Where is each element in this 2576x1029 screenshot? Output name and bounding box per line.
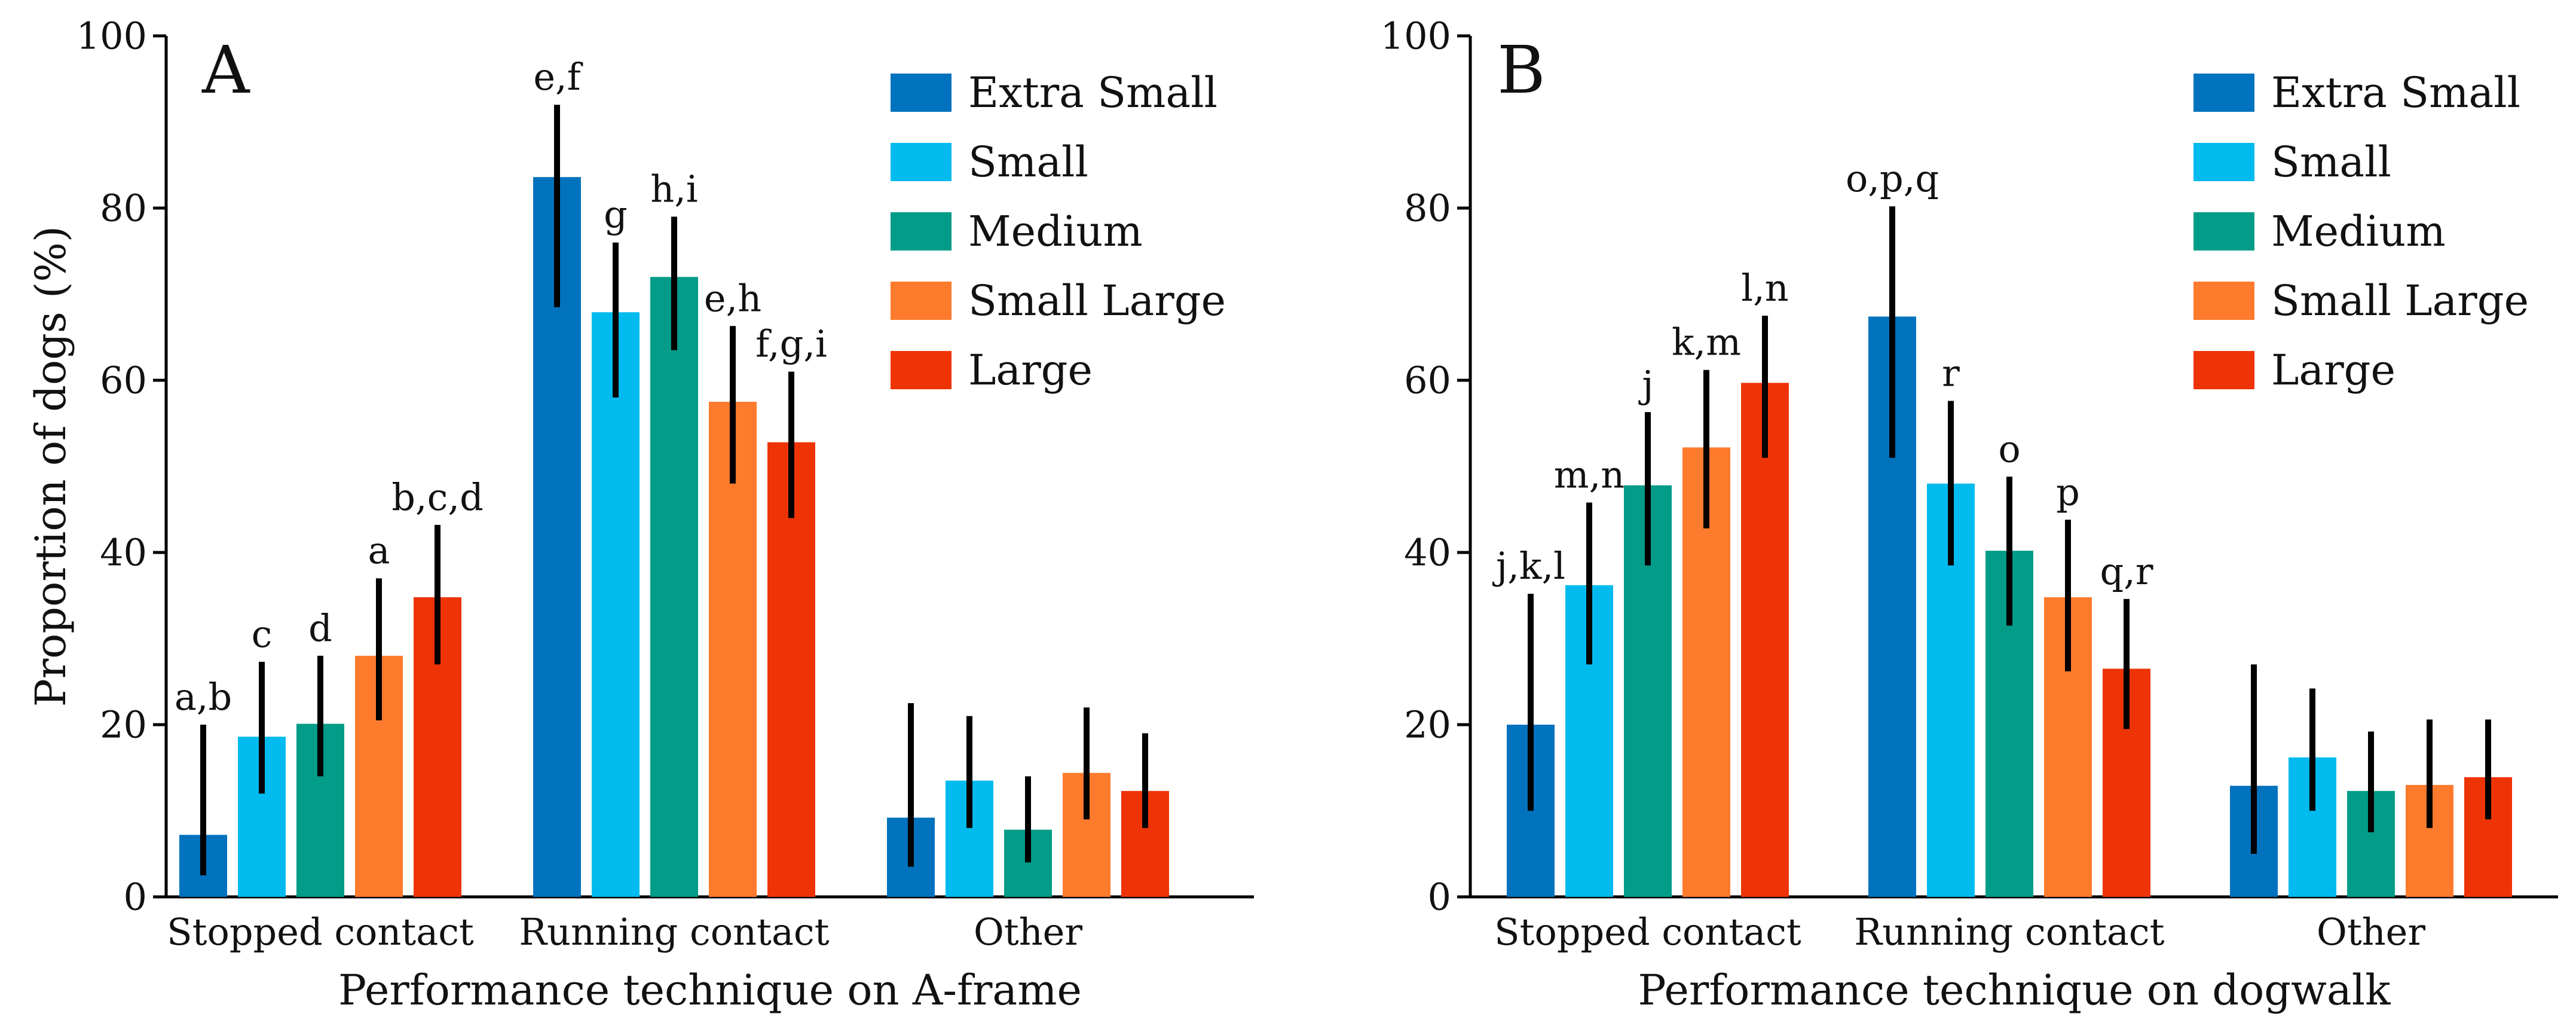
panel-a-bar-small-large-running-contact — [709, 402, 757, 897]
panel-b-legend-swatch-large — [2193, 351, 2254, 389]
panel-b-legend-label-small: Small — [2271, 138, 2391, 187]
panel-b-y-tick-label: 100 — [1381, 14, 1451, 58]
panel-a-legend-swatch-large — [891, 351, 952, 389]
panel-a-significance-label: e,f — [533, 55, 583, 99]
panel-b-significance-label: o — [1998, 427, 2020, 471]
panel-a-x-tick-label: Running contact — [519, 910, 829, 954]
panel-a-bar-medium-running-contact — [650, 277, 698, 897]
panel-b-legend-label-small-large: Small Large — [2271, 276, 2529, 325]
panel-a-legend-label-large: Large — [968, 346, 1093, 395]
panel-a-y-tick-label: 40 — [100, 531, 147, 575]
panel-b-x-tick-label: Running contact — [1854, 910, 2164, 954]
panel-b-x-tick-label: Stopped contact — [1494, 910, 1801, 954]
panel-b-letter: B — [1497, 32, 1546, 108]
panel-a-legend-swatch-medium — [891, 212, 952, 251]
panel-b-y-tick-label: 60 — [1404, 359, 1451, 402]
panel-b-significance-label: o,p,q — [1846, 157, 1939, 200]
panel-b-x-axis-title: Performance technique on dogwalk — [1638, 966, 2391, 1015]
panel-b-legend-label-large: Large — [2271, 346, 2396, 395]
panel-a-y-axis-title: Proportion of dogs (%) — [26, 226, 75, 707]
panel-b-significance-label: r — [1942, 352, 1960, 395]
panel-a-legend-label-small: Small — [968, 138, 1088, 187]
panel-b-chart: 0 20 40 60 80 100 j,k,l m,n j k,ml,n Stopped conta… — [1381, 14, 2558, 1015]
panel-b-legend-swatch-medium — [2193, 212, 2254, 251]
panel-a-significance-label: h,i — [650, 167, 697, 210]
panel-a-y-tick-label: 20 — [100, 703, 147, 747]
panel-b-significance-label: j,k,l — [1492, 544, 1565, 588]
panel-b-legend-swatch-small — [2193, 143, 2254, 181]
panel-a-significance-label: e,h — [704, 276, 761, 320]
panel-b-x-tick-label: Other — [2317, 910, 2425, 954]
panel-b-significance-label: q,r — [2100, 549, 2153, 593]
panel-a-significance-label: f,g,i — [755, 322, 827, 366]
panel-b-legend-label-extra-small: Extra Small — [2271, 68, 2520, 117]
panel-b-significance-label: m,n — [1554, 453, 1624, 496]
panel-b-significance-label: k,m — [1672, 320, 1741, 364]
panel-a-significance-label: a — [368, 529, 390, 572]
panel-a-legend-label-extra-small: Extra Small — [968, 68, 1217, 117]
panel-a-significance-label: g — [604, 193, 628, 237]
panel-a-y-tick-label: 100 — [77, 14, 147, 58]
panel-a-legend-swatch-small-large — [891, 282, 952, 320]
panel-b-significance-label: j — [1638, 362, 1653, 406]
panel-a-y-tick-label: 80 — [100, 187, 147, 230]
panel-a-y-tick-label: 0 — [124, 875, 147, 919]
panel-a-significance-label: d — [308, 606, 332, 650]
panel-b-y-tick-label: 0 — [1428, 875, 1451, 919]
panel-a-letter: A — [201, 32, 250, 108]
panel-a-significance-label: c — [252, 612, 273, 656]
panel-a-legend-label-small-large: Small Large — [968, 276, 1226, 325]
panel-b-y-tick-label: 20 — [1404, 703, 1451, 747]
panel-a-chart: 0 20 40 60 80 100 a,b c dab,c,d Stopped contact e,… — [26, 14, 1254, 1015]
panel-a-significance-label: a,b — [175, 675, 232, 719]
panel-a-legend-swatch-small — [891, 143, 952, 181]
panel-a-y-tick-label: 60 — [100, 359, 147, 402]
panel-a-x-tick-label: Stopped contact — [167, 910, 474, 954]
panel-a-legend-label-medium: Medium — [968, 207, 1143, 256]
panel-b-significance-label: p — [2056, 470, 2080, 514]
panel-b-significance-label: l,n — [1741, 266, 1788, 310]
panel-b-legend-label-medium: Medium — [2271, 207, 2446, 256]
panel-a-significance-label: b,c,d — [391, 475, 484, 519]
panel-a-x-axis-title: Performance technique on A-frame — [338, 966, 1082, 1015]
panel-b-bar-large-stopped-contact — [1741, 383, 1789, 897]
panel-b-y-tick-label: 80 — [1404, 187, 1451, 230]
panel-b-legend-swatch-extra-small — [2193, 74, 2254, 112]
panel-a-bar-small-running-contact — [592, 312, 640, 897]
panel-a-x-tick-label: Other — [974, 910, 1082, 954]
panel-b-y-tick-label: 40 — [1404, 531, 1451, 575]
panel-b-legend-swatch-small-large — [2193, 282, 2254, 320]
panel-a-legend-swatch-extra-small — [891, 74, 952, 112]
